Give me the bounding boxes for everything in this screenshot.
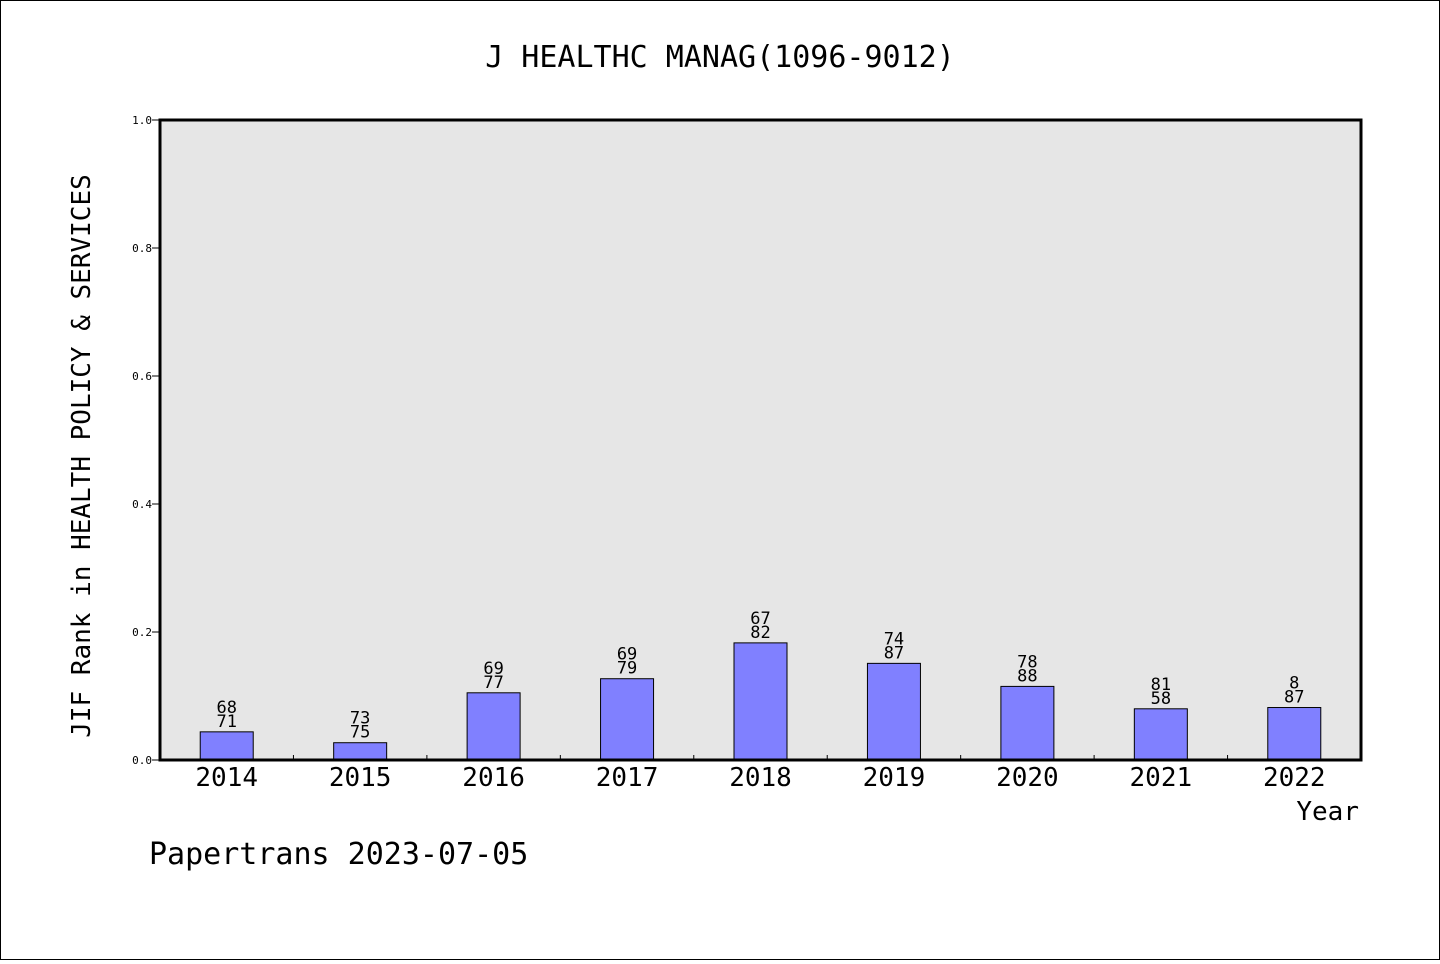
bar-2015 — [333, 742, 388, 761]
x-axis-label: Year — [1296, 797, 1359, 827]
bar-label-top: 8 — [1289, 674, 1299, 694]
y-tick-label: 0.2 — [132, 626, 152, 639]
bar-2020 — [1000, 685, 1055, 761]
x-tick-label: 2022 — [1263, 763, 1326, 793]
bar-label-top: 81 — [1151, 675, 1171, 695]
x-axis: 2014 2015 2016 2017 2018 2019 2020 2021 2022 — [195, 755, 1326, 793]
bar-label-top: 68 — [216, 698, 236, 718]
bar-2017 — [600, 678, 655, 761]
y-tick-label: 0.4 — [132, 498, 152, 511]
chart-title: J HEALTHC MANAG(1096-9012) — [485, 40, 955, 75]
bar-2021 — [1133, 708, 1188, 761]
bar-label-bottom: 58 — [1151, 689, 1171, 709]
bar-label-top: 78 — [1017, 652, 1037, 672]
bar-label-bottom: 79 — [617, 659, 637, 679]
x-tick-label: 2016 — [462, 763, 525, 793]
bar-label-top: 74 — [884, 629, 904, 649]
y-axis: 0.0 0.2 0.4 0.6 0.8 1.0 — [132, 114, 160, 767]
bar-label-top: 69 — [483, 659, 503, 679]
bar-2019 — [866, 662, 921, 761]
x-tick-label: 2021 — [1130, 763, 1193, 793]
x-tick-label: 2017 — [596, 763, 659, 793]
bar-label-bottom: 88 — [1017, 666, 1037, 686]
bar-label-top: 67 — [750, 609, 770, 629]
x-tick-label: 2018 — [729, 763, 792, 793]
y-axis-label: JIF Rank in HEALTH POLICY & SERVICES — [67, 174, 97, 738]
x-tick-label: 2020 — [996, 763, 1059, 793]
bar-label-bottom: 87 — [884, 643, 904, 663]
y-tick-label: 1.0 — [132, 114, 152, 127]
bar-label-top: 69 — [617, 645, 637, 665]
bar-2014 — [199, 731, 254, 761]
bar-label-bottom: 87 — [1284, 688, 1304, 708]
bar-2016 — [466, 692, 521, 761]
y-tick-label: 0.6 — [132, 370, 152, 383]
x-tick-label: 2019 — [863, 763, 926, 793]
footer-text: Papertrans 2023-07-05 — [149, 837, 528, 872]
bar-label-bottom: 71 — [216, 712, 236, 732]
bar-label-bottom: 75 — [350, 723, 370, 743]
bar-2022 — [1267, 707, 1322, 761]
bar-label-top: 73 — [350, 709, 370, 729]
bars-group — [199, 642, 1322, 761]
y-tick-label: 0.8 — [132, 242, 152, 255]
bar-label-bottom: 77 — [483, 673, 503, 693]
plot-border — [158, 118, 1363, 762]
bar-label-bottom: 82 — [750, 623, 770, 643]
x-tick-label: 2014 — [195, 763, 258, 793]
y-tick-label: 0.0 — [132, 754, 152, 767]
bar-2018 — [733, 642, 788, 761]
x-tick-label: 2015 — [329, 763, 392, 793]
